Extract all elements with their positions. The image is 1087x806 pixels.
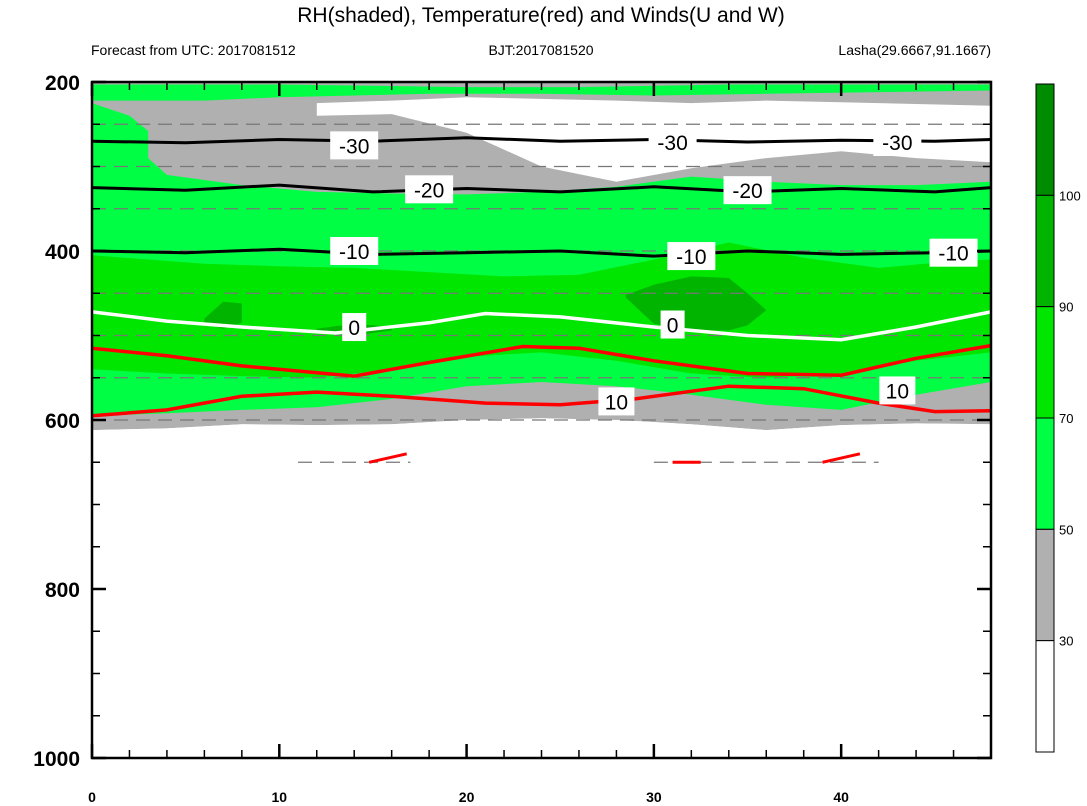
contour-label: -30 — [339, 135, 369, 158]
temperature-contour — [92, 343, 991, 378]
contour-label-box — [342, 313, 367, 342]
contour-label-box — [405, 175, 454, 204]
colorbar-swatch — [1035, 640, 1055, 753]
temperature-contour — [368, 452, 408, 464]
rh-band-90-100-b — [204, 301, 242, 329]
colorbar-swatch — [1035, 306, 1055, 419]
contour-label: -20 — [732, 180, 762, 203]
contour-label-box — [929, 238, 978, 267]
x-tick-label: 40 — [833, 789, 849, 805]
temperature-contour — [822, 452, 861, 464]
rh-band-70-90 — [92, 242, 991, 378]
forecast-time-label: Forecast from UTC: 2017081512 — [91, 42, 296, 58]
y-tick-label: 600 — [45, 410, 80, 433]
temperature-contour — [92, 384, 991, 418]
y-tick-label: 1000 — [33, 748, 80, 771]
y-tick-label: 800 — [45, 579, 80, 602]
contour-label-box — [330, 131, 379, 160]
rh-empty-lower — [92, 418, 991, 758]
colorbar-label: 70 — [1059, 411, 1073, 426]
colorbar-swatch — [1035, 528, 1055, 642]
contour-label: -30 — [657, 132, 687, 155]
colorbar-label: 30 — [1059, 634, 1073, 649]
temperature-contour — [92, 136, 991, 145]
contour-label-box — [879, 376, 916, 405]
contour-label: -10 — [676, 246, 706, 269]
contour-label-box — [330, 237, 379, 265]
colorbar-label: 50 — [1059, 522, 1073, 537]
contour-label: 0 — [667, 315, 679, 338]
contour-label-box — [667, 242, 716, 271]
x-tick-label: 20 — [459, 789, 475, 805]
colorbar-label: 100 — [1059, 188, 1081, 203]
x-tick-label: 10 — [272, 789, 288, 805]
contour-label: -10 — [938, 243, 968, 266]
contour-label: 10 — [605, 391, 628, 414]
contour-label: -20 — [414, 179, 444, 202]
temperature-contour — [92, 310, 991, 342]
contour-label: -10 — [339, 241, 369, 264]
y-tick-label: 200 — [45, 72, 80, 95]
y-tick-label: 400 — [45, 241, 80, 264]
contour-labels: -30 -30 -30 -20 -20 -10 -10 -10 0 0 10 10 — [330, 127, 978, 416]
contour-label-box — [723, 176, 772, 205]
contour-label-box — [660, 310, 685, 339]
contour-label: 10 — [886, 380, 909, 403]
temperature-contours — [92, 136, 991, 464]
contour-label-box — [873, 127, 922, 156]
colorbar-swatch — [1035, 83, 1055, 196]
x-tick-label: 0 — [88, 789, 96, 805]
colorbar-swatch — [1035, 417, 1055, 530]
temperature-contour — [92, 183, 991, 194]
bjt-time-label: BJT:2017081520 — [488, 42, 593, 58]
colorbar-swatch — [1035, 194, 1055, 308]
temperature-contour — [92, 247, 991, 258]
station-label: Lasha(29.6667,91.1667) — [838, 42, 991, 58]
colorbar: 100 90 70 50 30 — [1035, 83, 1081, 753]
contour-label: 0 — [348, 317, 360, 340]
x-tick-label: 30 — [646, 789, 662, 805]
chart-title: RH(shaded), Temperature(red) and Winds(U… — [297, 4, 784, 27]
contour-label-box — [648, 127, 697, 156]
contour-label-box — [598, 387, 635, 416]
colorbar-label: 90 — [1059, 300, 1073, 315]
contour-label: -30 — [882, 132, 912, 155]
